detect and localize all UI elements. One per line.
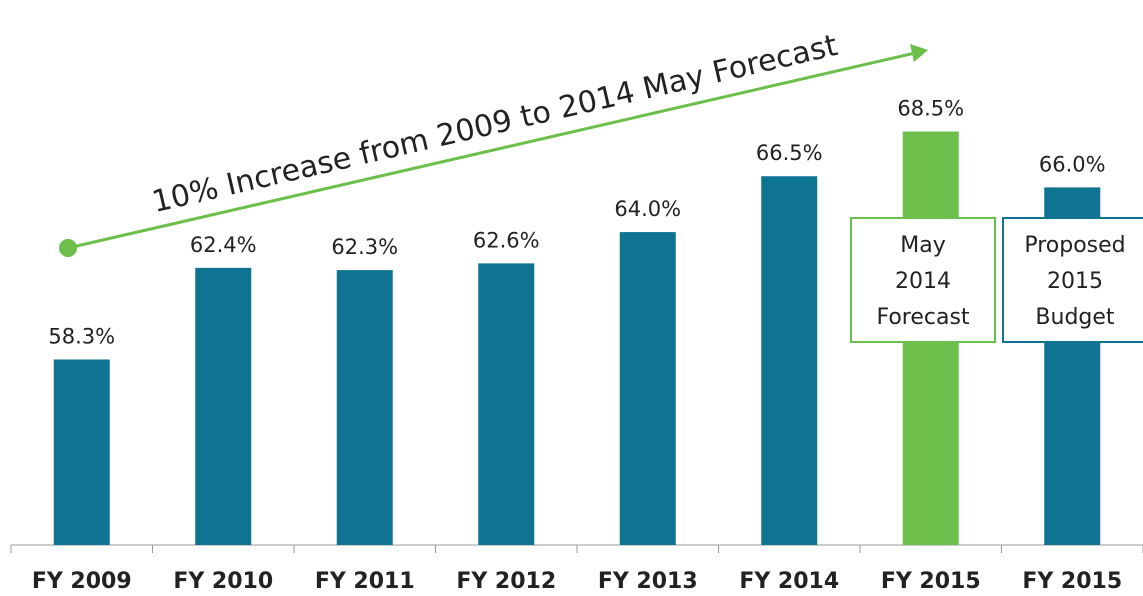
- bar: [195, 267, 252, 545]
- bar: [761, 176, 818, 545]
- label-box: [1002, 217, 1143, 343]
- value-label: 68.5%: [897, 97, 964, 121]
- box-label: Proposed: [1024, 233, 1125, 258]
- bar: [336, 270, 393, 545]
- box-label: 2015: [1047, 269, 1103, 294]
- label-box: [850, 217, 996, 343]
- x-tick-label: FY 2012: [456, 569, 556, 594]
- bar: [478, 263, 535, 545]
- value-label: 62.4%: [190, 233, 257, 257]
- x-tick-label: FY 2010: [173, 569, 273, 594]
- box-label: 2014: [895, 269, 951, 294]
- x-tick-label: FY 2015: [1022, 569, 1122, 594]
- box-label: Forecast: [876, 305, 969, 330]
- x-tick-label: FY 2009: [32, 569, 132, 594]
- x-tick-label: FY 2014: [739, 569, 839, 594]
- value-label: 58.3%: [48, 324, 115, 348]
- value-label: 62.6%: [473, 228, 540, 252]
- box-label: May: [900, 233, 945, 258]
- value-label: 66.5%: [756, 141, 823, 165]
- x-tick-label: FY 2013: [598, 569, 698, 594]
- value-label: 62.3%: [331, 235, 398, 259]
- x-tick-label: FY 2011: [315, 569, 415, 594]
- arrow-head: [910, 44, 928, 62]
- value-label: 64.0%: [614, 197, 681, 221]
- arrow-start: [59, 239, 77, 257]
- value-label: 66.0%: [1039, 152, 1106, 176]
- box-label: Budget: [1035, 305, 1115, 330]
- trend-arrow: [67, 51, 916, 250]
- bar: [53, 359, 110, 545]
- arrow-label: 10% Increase from 2009 to 2014 May Forec…: [149, 28, 841, 220]
- x-tick-label: FY 2015: [881, 569, 981, 594]
- bar: [619, 232, 676, 545]
